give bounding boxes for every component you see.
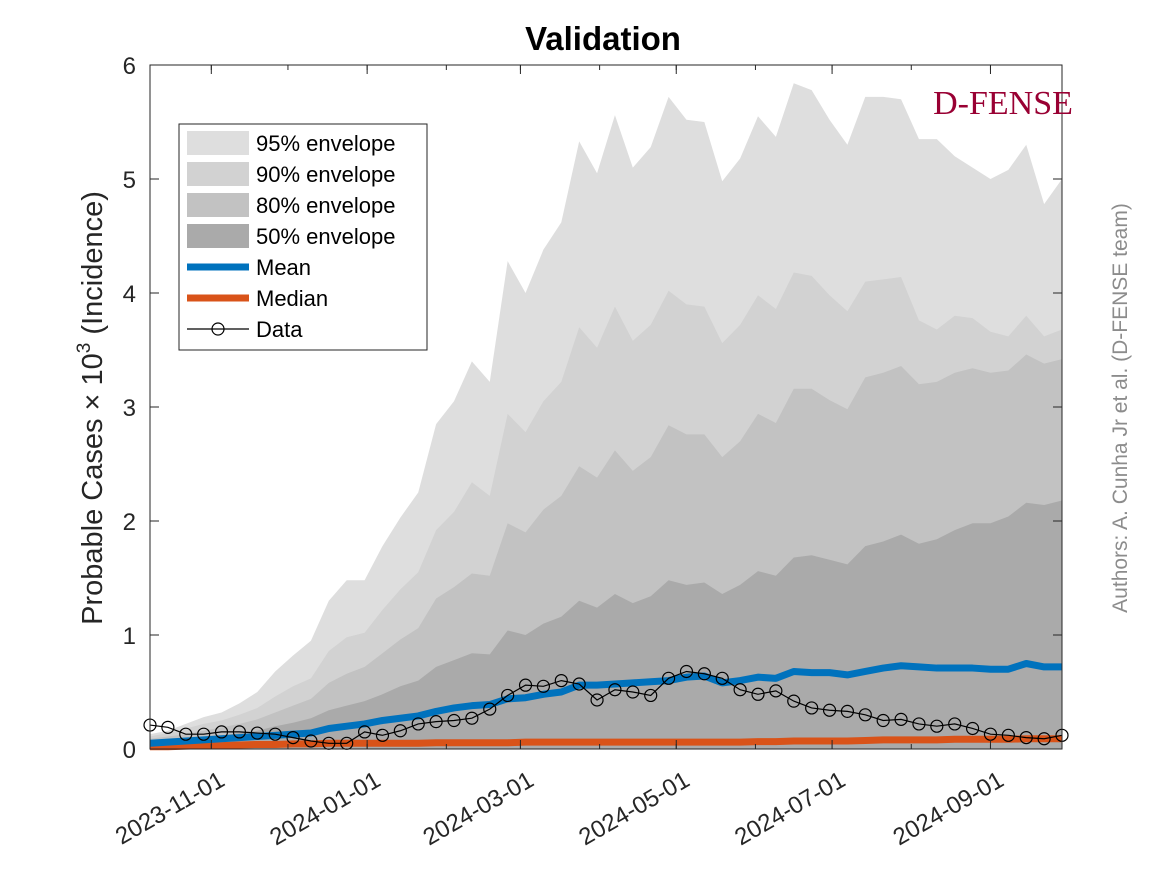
y-axis-title-main: Probable Cases × 10 [77, 353, 109, 625]
data-point [930, 719, 944, 733]
legend-swatch [187, 193, 249, 217]
data-point [214, 725, 229, 739]
legend-label: Data [256, 317, 303, 342]
series-lines [143, 660, 1069, 751]
data-line [149, 670, 1063, 744]
data-point [894, 712, 908, 726]
legend-swatch [187, 162, 249, 186]
y-tick-label: 2 [123, 509, 136, 536]
data-point [1019, 730, 1033, 745]
data-point [858, 708, 872, 722]
data-point [733, 683, 747, 697]
legend: 95% envelope 90% envelope 80% envelope 50% … [178, 123, 428, 351]
chart-title: Validation [525, 20, 681, 57]
data-point [554, 673, 568, 688]
data-point [626, 685, 640, 699]
data-point [822, 703, 837, 717]
data-point [447, 713, 461, 728]
data-point [268, 727, 282, 741]
legend-label: 50% envelope [256, 224, 395, 249]
data-point [411, 717, 425, 731]
data-point [572, 677, 586, 691]
data-point [787, 694, 801, 708]
y-tick-label: 3 [123, 395, 136, 422]
x-tick-label: 2024-07-01 [730, 766, 850, 851]
data-point [661, 671, 676, 685]
data-point [304, 734, 318, 748]
data-point [518, 678, 533, 692]
envelope-50-envelope [150, 500, 1062, 749]
data-point [840, 704, 855, 718]
dfense-logo: D-FENSE [933, 85, 1073, 122]
data-point [161, 720, 175, 734]
x-tick-label: 2024-01-01 [265, 766, 385, 851]
y-tick-label: 5 [123, 167, 136, 194]
y-axis-title-tail: (Incidence) [77, 191, 109, 343]
y-tick-label: 0 [123, 737, 136, 764]
data-point [679, 664, 694, 679]
legend-swatch [187, 224, 249, 248]
y-tick-label: 1 [123, 623, 136, 650]
legend-marker [211, 322, 225, 336]
y-axis-title: Probable Cases × 103 (Incidence) [74, 191, 109, 625]
data-point [483, 702, 497, 716]
data-point [1037, 732, 1051, 746]
x-tick-label: 2024-03-01 [419, 766, 539, 851]
legend-label: 90% envelope [256, 162, 395, 187]
legend-label: Median [256, 286, 328, 311]
data-point [179, 727, 193, 741]
data-point [286, 730, 300, 745]
x-tick-label: 2023-11-01 [111, 766, 229, 850]
x-tick-label: 2024-09-01 [889, 766, 1009, 851]
data-point [590, 693, 604, 707]
legend-label: 95% envelope [256, 131, 395, 156]
data-point [876, 713, 890, 728]
data-point [357, 725, 372, 739]
y-axis-title-exponent: 3 [74, 343, 95, 354]
legend-swatch [187, 131, 249, 155]
data-point [465, 711, 479, 725]
data-point [948, 717, 962, 731]
data-point [232, 725, 247, 739]
data-point [751, 687, 765, 701]
legend-label: Mean [256, 255, 311, 280]
data-point [429, 715, 443, 729]
data-point [805, 701, 819, 715]
envelope-bands [150, 65, 1062, 750]
data-point [393, 724, 407, 738]
data-point [697, 667, 711, 681]
data-point [197, 727, 211, 741]
data-point [501, 688, 515, 703]
data-point [608, 683, 622, 697]
legend-label: 80% envelope [256, 193, 395, 218]
data-point [912, 717, 926, 731]
data-point [250, 726, 264, 740]
data-point [1001, 728, 1015, 742]
data-point [375, 728, 390, 742]
data-point [536, 679, 551, 693]
median-line [150, 735, 1062, 751]
data-point [715, 671, 729, 685]
y-tick-label: 6 [123, 53, 136, 80]
y-tick-label: 4 [123, 281, 136, 308]
data-point [644, 688, 658, 703]
author-credit: Authors: A. Cunha Jr et al. (D-FENSE tea… [1109, 203, 1132, 613]
mean-line [149, 660, 1062, 747]
data-point [965, 721, 980, 736]
x-tick-label: 2024-05-01 [574, 766, 694, 851]
data-point [769, 684, 783, 698]
